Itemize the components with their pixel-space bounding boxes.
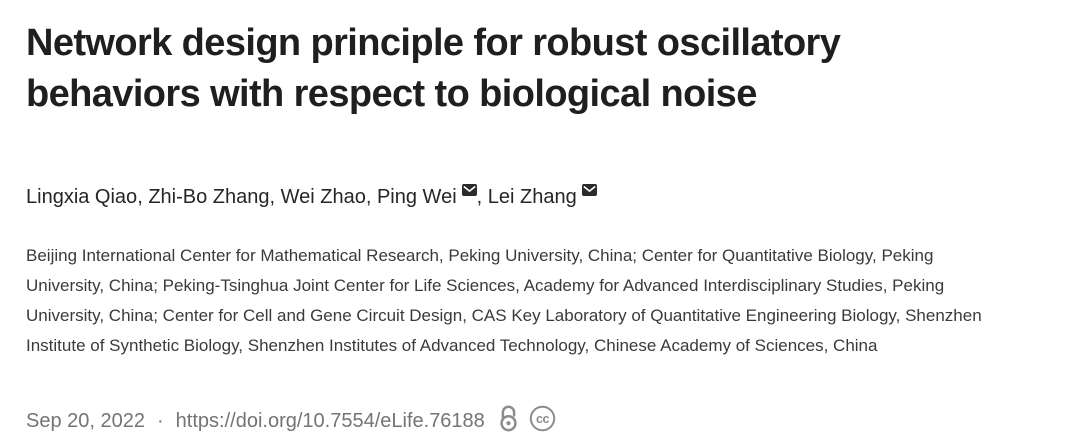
authors-line: Lingxia Qiao, Zhi-Bo Zhang, Wei Zhao, Pi… bbox=[26, 177, 1050, 210]
publication-date: Sep 20, 2022 bbox=[26, 410, 145, 432]
author-lei-zhang: Lei Zhang bbox=[487, 186, 577, 208]
envelope-icon[interactable] bbox=[461, 177, 477, 196]
doi-link[interactable]: https://doi.org/10.7554/eLife.76188 bbox=[175, 410, 485, 432]
meta-separator-dot: · bbox=[157, 410, 164, 432]
author-ping-wei: Ping Wei bbox=[376, 186, 457, 208]
author-separator: , bbox=[269, 186, 281, 208]
author-lingxia-qiao: Lingxia Qiao bbox=[26, 186, 138, 208]
article-meta-footer: Sep 20, 2022 · https://doi.org/10.7554/e… bbox=[26, 405, 1050, 438]
author-separator: , bbox=[137, 186, 149, 208]
envelope-icon[interactable] bbox=[581, 177, 597, 196]
affiliation-line: University, China; Peking-Tsinghua Joint… bbox=[26, 276, 945, 295]
author-separator: , bbox=[365, 186, 377, 208]
author-zhi-bo-zhang: Zhi-Bo Zhang bbox=[148, 186, 270, 208]
affiliation-line: Institute of Synthetic Biology, Shenzhen… bbox=[26, 336, 878, 355]
affiliation-line: Beijing International Center for Mathema… bbox=[26, 246, 934, 265]
page-title: Network design principle for robust osci… bbox=[26, 18, 1050, 120]
affiliations: Beijing International Center for Mathema… bbox=[26, 241, 1050, 361]
title-line-1: Network design principle for robust osci… bbox=[26, 22, 841, 64]
affiliation-line: University, China; Center for Cell and G… bbox=[26, 306, 982, 325]
author-wei-zhao: Wei Zhao bbox=[280, 186, 366, 208]
author-separator: , bbox=[476, 186, 488, 208]
svg-text:cc: cc bbox=[536, 412, 549, 426]
open-access-padlock-icon bbox=[499, 405, 519, 438]
title-line-2: behaviors with respect to biological noi… bbox=[26, 73, 757, 115]
creative-commons-icon: cc bbox=[529, 405, 556, 438]
